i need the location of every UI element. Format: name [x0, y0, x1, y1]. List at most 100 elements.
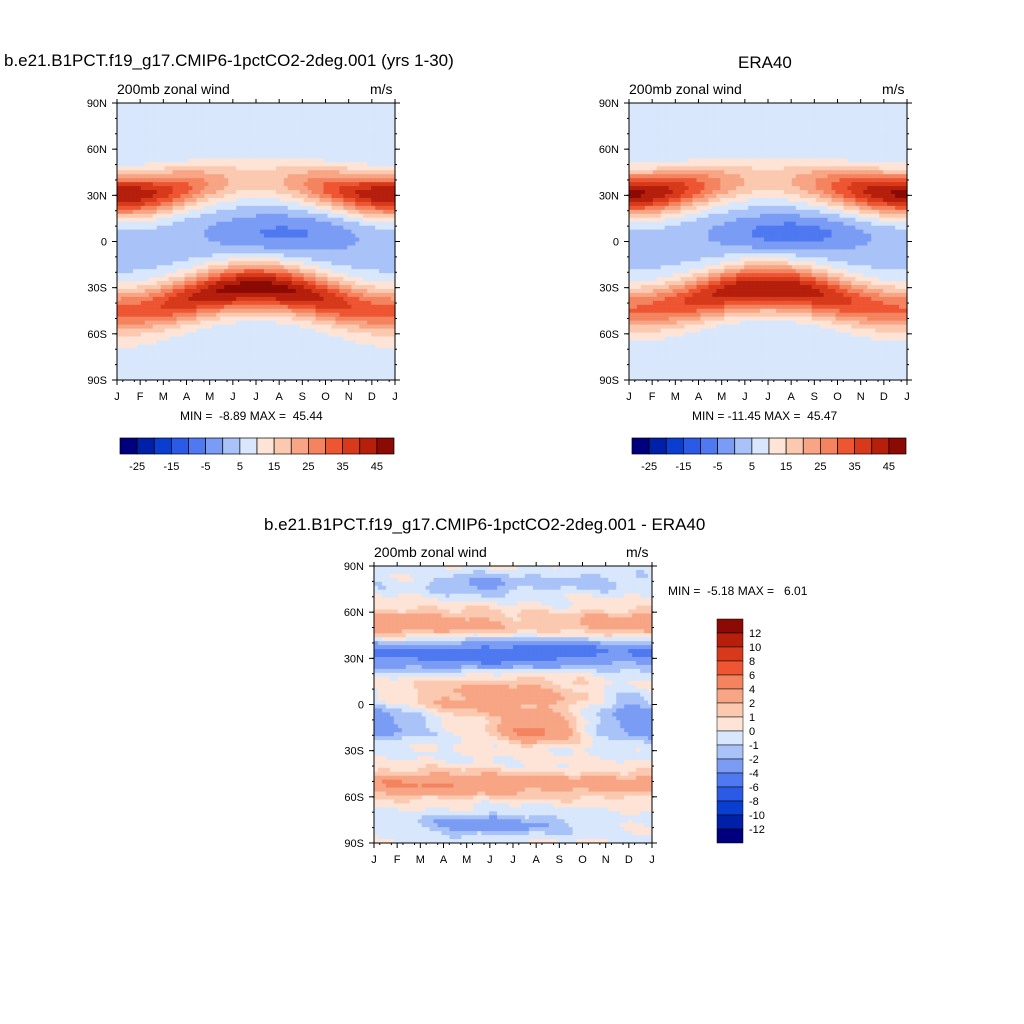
contour-cell — [295, 146, 301, 152]
contour-cell — [148, 257, 154, 262]
contour-cell — [315, 233, 321, 239]
contour-cell — [117, 308, 122, 314]
contour-cell — [120, 103, 126, 108]
contour-cell — [164, 114, 170, 120]
contour-cell — [236, 229, 241, 235]
contour-cell — [220, 288, 225, 294]
contour-cell — [307, 186, 313, 191]
contour-cell — [220, 304, 225, 310]
contour-cell — [379, 360, 384, 365]
contour-cell — [279, 265, 285, 270]
contour-cell — [391, 332, 396, 338]
contour-cell — [188, 201, 194, 207]
contour-cell — [236, 138, 241, 144]
contour-cell — [200, 221, 205, 227]
contour-cell — [347, 360, 352, 365]
contour-cell — [331, 201, 337, 207]
contour-cell — [240, 194, 245, 199]
contour-cell — [375, 154, 380, 159]
contour-cell — [168, 261, 174, 266]
contour-cell — [120, 332, 126, 338]
contour-cell — [216, 154, 221, 159]
contour-cell — [331, 348, 337, 353]
contour-cell — [355, 253, 360, 258]
contour-cell — [331, 376, 337, 381]
contour-cell — [120, 130, 126, 136]
contour-cell — [259, 106, 265, 112]
contour-cell — [164, 332, 170, 338]
contour-cell — [196, 304, 201, 310]
contour-cell — [267, 265, 273, 270]
contour-cell — [160, 237, 166, 243]
contour-cell — [144, 166, 150, 171]
contour-cell — [117, 269, 122, 274]
contour-cell — [355, 221, 360, 227]
contour-cell — [228, 360, 233, 365]
contour-cell — [160, 328, 166, 334]
contour-cell — [184, 336, 190, 342]
contour-cell — [256, 292, 261, 298]
contour-cell — [204, 281, 209, 286]
contour-cell — [228, 209, 233, 215]
contour-cell — [383, 253, 388, 258]
contour-cell — [371, 114, 376, 120]
x-tick-label: N — [345, 391, 353, 403]
contour-cell — [192, 205, 198, 211]
contour-cell — [275, 265, 281, 270]
contour-cell — [339, 110, 344, 116]
contour-cell — [363, 368, 368, 373]
contour-cell — [204, 142, 209, 148]
contour-cell — [136, 162, 142, 167]
contour-cell — [307, 356, 313, 361]
contour-cell — [228, 277, 233, 282]
contour-cell — [383, 170, 388, 175]
contour-cell — [287, 249, 293, 254]
contour-cell — [295, 103, 301, 108]
contour-cell — [140, 332, 146, 338]
contour-cell — [256, 316, 261, 322]
contour-cell — [256, 336, 261, 342]
contour-cell — [315, 197, 321, 203]
contour-cell — [128, 106, 134, 112]
contour-cell — [323, 320, 329, 326]
contour-cell — [248, 249, 253, 254]
contour-cell — [148, 308, 154, 314]
contour-cell — [323, 249, 329, 254]
contour-cell — [216, 269, 221, 274]
contour-cell — [212, 344, 217, 349]
contour-cell — [279, 209, 285, 215]
contour-cell — [311, 269, 317, 274]
contour-cell — [335, 253, 340, 258]
contour-cell — [164, 348, 170, 353]
contour-cell — [351, 281, 356, 286]
contour-cell — [240, 225, 245, 231]
contour-cell — [299, 277, 305, 282]
contour-cell — [311, 372, 317, 377]
contour-cell — [331, 126, 337, 132]
contour-cell — [124, 229, 130, 235]
contour-cell — [359, 376, 364, 381]
contour-cell — [244, 122, 249, 128]
contour-cell — [359, 233, 364, 239]
contour-cell — [192, 312, 198, 318]
contour-cell — [216, 134, 221, 140]
contour-cell — [204, 138, 209, 144]
contour-cell — [343, 352, 348, 357]
contour-cell — [176, 138, 182, 144]
contour-cell — [319, 320, 325, 326]
contour-cell — [120, 190, 126, 195]
contour-cell — [307, 201, 313, 207]
contour-cell — [156, 106, 162, 112]
contour-cell — [335, 241, 340, 247]
contour-cell — [367, 146, 372, 152]
contour-cell — [335, 324, 340, 330]
contour-cell — [200, 103, 205, 108]
contour-cell — [355, 352, 360, 357]
contour-cell — [283, 122, 289, 128]
contour-cell — [232, 150, 237, 156]
contour-cell — [295, 320, 301, 326]
contour-cell — [184, 245, 190, 251]
contour-cell — [351, 269, 356, 274]
contour-cell — [307, 150, 313, 156]
contour-cell — [192, 356, 198, 361]
